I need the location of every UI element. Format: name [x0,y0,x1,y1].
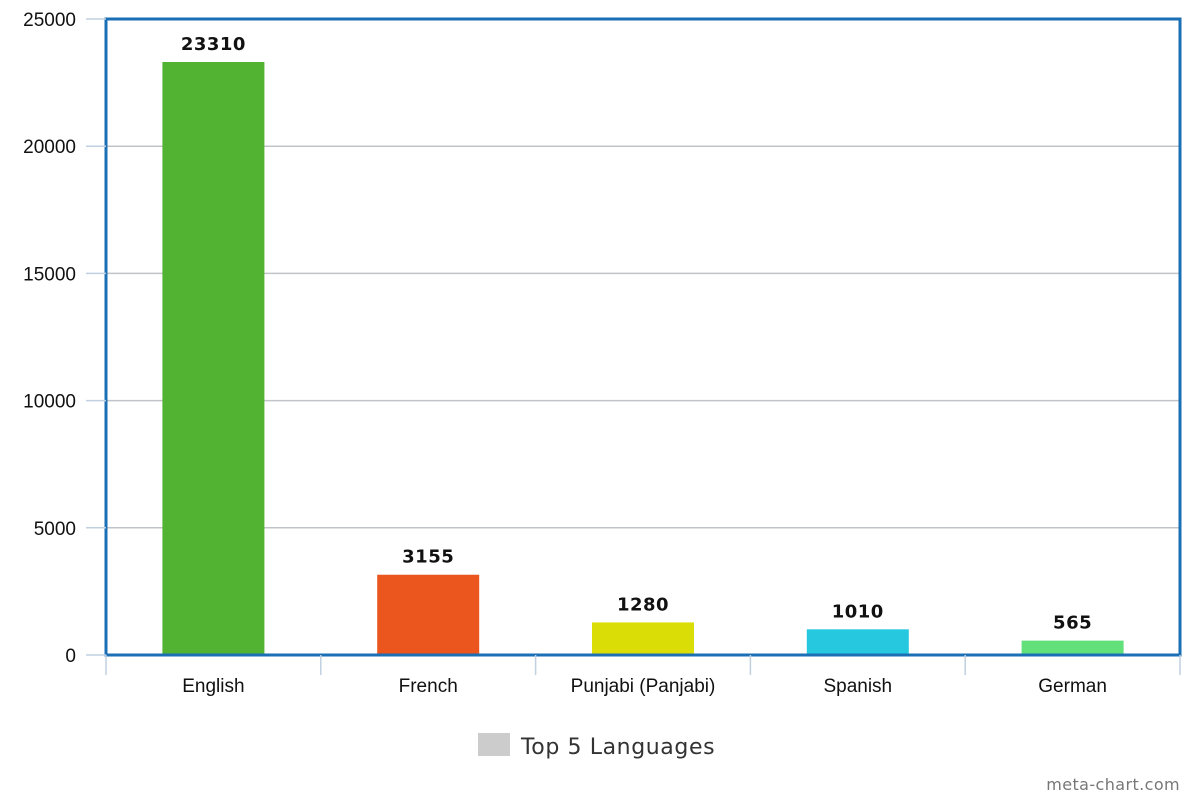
plot-border [104,17,1182,657]
bar [806,629,909,655]
bar [592,622,694,655]
legend: Top 5 Languages [478,733,715,760]
bar [1021,640,1124,655]
y-tick-label: 10000 [23,392,76,413]
bar [377,574,480,655]
y-tick-label: 20000 [23,137,76,158]
data-label: 1010 [832,601,884,622]
y-tick-label: 5000 [34,519,76,540]
bars [162,61,1124,656]
data-label: 1280 [617,594,669,615]
data-labels: 23310 3155 1280 1010 565 [181,34,1092,634]
bar [162,61,265,656]
data-label: 23310 [181,34,246,55]
y-axis-ticks: 0 5000 10000 15000 20000 25000 [23,10,106,667]
gridlines [106,145,1180,529]
x-category-label: Spanish [823,676,892,697]
x-axis: English French Punjabi (Panjabi) Spanish Ger… [105,655,1181,697]
data-label: 565 [1053,613,1092,634]
x-category-label: German [1038,676,1107,697]
y-tick-label: 0 [65,646,76,667]
x-category-label: English [182,676,244,697]
x-category-label: French [399,676,458,697]
legend-swatch [478,733,510,756]
credit-text: meta-chart.com [1046,775,1180,794]
data-label: 3155 [402,547,454,568]
x-category-label: Punjabi (Panjabi) [571,676,716,697]
y-tick-label: 15000 [23,264,76,285]
y-tick-label: 25000 [23,10,76,31]
legend-label: Top 5 Languages [520,735,715,760]
